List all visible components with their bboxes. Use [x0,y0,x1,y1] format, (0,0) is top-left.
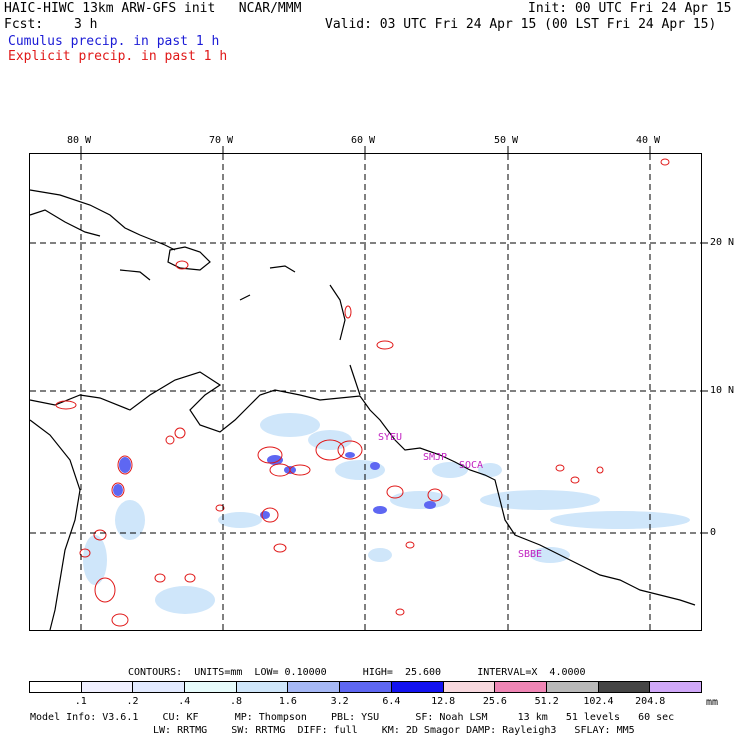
legend-swatch [495,682,547,692]
legend-value: 3.2 [330,696,349,707]
model-info-line1: Model Info: V3.6.1 CU: KF MP: Thompson P… [30,712,675,723]
graticule [30,154,701,630]
legend-value: .1 [74,696,87,707]
legend-swatch [598,682,651,692]
contour-info: CONTOURS: UNITS=mm LOW= 0.10000 HIGH= 25… [128,667,586,678]
station-smjp: SMJP [423,452,448,463]
model-info-line2: LW: RRTMG SW: RRTMG DIFF: full KM: 2D Sm… [153,725,635,736]
color-legend [29,681,702,693]
lat-label-0: 0 [710,527,717,538]
legend-value: 12.8 [431,696,456,707]
legend-value: .4 [178,696,191,707]
legend-swatch [288,682,341,692]
legend-swatch [650,682,701,692]
legend-swatch [30,682,82,692]
cumulus-label: Cumulus precip. in past 1 h [8,34,220,49]
legend-swatch [391,682,444,692]
legend-swatch [133,682,186,692]
tick-marks [80,146,708,534]
forecast-label: Fcst: [4,17,44,32]
explicit-label: Explicit precip. in past 1 h [8,49,228,64]
forecast-value: 3 h [74,17,98,32]
lon-label-80w: 80 W [67,135,92,146]
legend-value: 1.6 [278,696,297,707]
lon-label-40w: 40 W [636,135,661,146]
lon-label-50w: 50 W [494,135,519,146]
legend-swatch [236,682,289,692]
legend-value: 51.2 [534,696,559,707]
legend-value: 102.4 [583,696,614,707]
legend-value: 6.4 [382,696,401,707]
init-time: Init: 00 UTC Fri 24 Apr 15 [528,1,732,16]
legend-value: 204.8 [635,696,666,707]
lon-label-70w: 70 W [209,135,234,146]
lon-label-60w: 60 W [351,135,376,146]
cumulus-precip-fill [83,413,690,614]
station-syeu: SYEU [378,432,403,443]
model-title: HAIC-HIWC 13km ARW-GFS init NCAR/MMM [4,1,302,16]
legend-value: .8 [230,696,243,707]
lat-label-20n: 20 N [710,237,735,248]
legend-unit: mm [706,697,719,708]
legend-swatch [340,682,392,692]
valid-time: Valid: 03 UTC Fri 24 Apr 15 (00 LST Fri … [325,17,717,32]
legend-swatch [546,682,599,692]
explicit-precip-contours [55,158,670,627]
station-soca: SOCA [459,460,484,471]
lat-label-10n: 10 N [710,385,735,396]
coastline [29,189,696,631]
station-sbbe: SBBE [518,549,543,560]
legend-value: .2 [126,696,139,707]
legend-swatch [185,682,237,692]
legend-value: 25.6 [482,696,507,707]
legend-swatch [443,682,496,692]
legend-swatch [81,682,134,692]
